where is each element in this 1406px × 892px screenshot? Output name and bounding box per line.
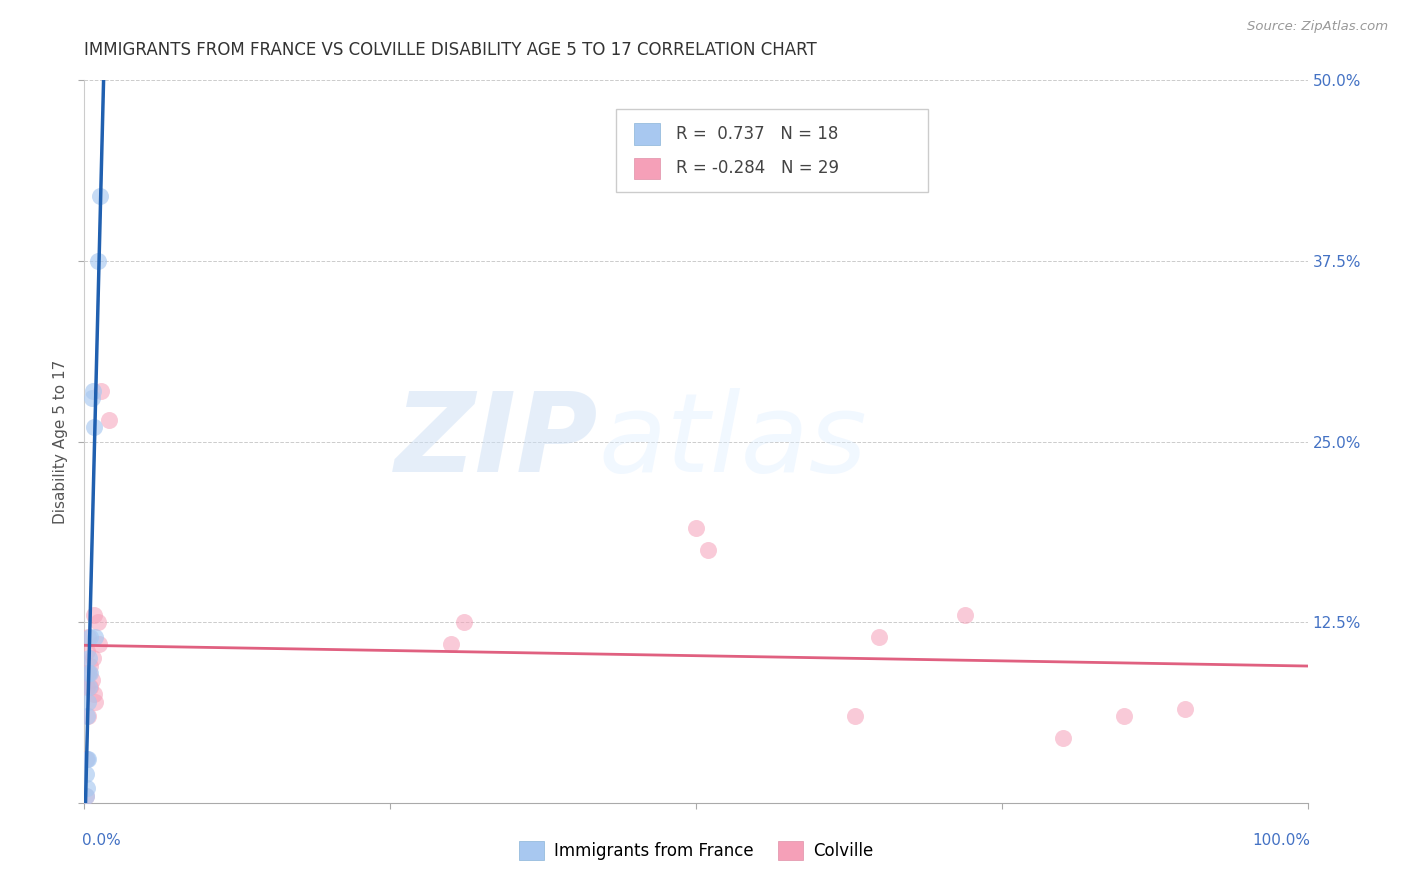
Point [76,680,98,694]
Point [79,665,101,680]
Text: IMMIGRANTS FROM FRANCE VS COLVILLE DISABILITY AGE 5 TO 17 CORRELATION CHART: IMMIGRANTS FROM FRANCE VS COLVILLE DISAB… [84,41,817,59]
Point [76,644,98,658]
Point [89,189,111,203]
Point [83,687,105,701]
Point [80,391,103,405]
Point [79,680,101,694]
Point [685,521,707,535]
Point [75,789,97,803]
Point [440,637,463,651]
Point [844,709,866,723]
Text: 100.0%: 100.0% [1253,833,1310,848]
FancyBboxPatch shape [634,123,661,145]
Point [77,665,100,680]
Point [80,673,103,687]
Point [77,709,100,723]
Point [953,607,976,622]
Point [75,789,97,803]
Point [697,542,720,557]
Point [83,420,105,434]
Point [83,607,105,622]
Point [77,630,100,644]
Text: 0.0%: 0.0% [82,833,121,848]
Point [97,413,120,427]
Point [75,752,97,766]
Legend: Immigrants from France, Colville: Immigrants from France, Colville [512,835,880,867]
Point [90,384,112,398]
Point [76,781,98,796]
Point [1052,731,1074,745]
Point [453,615,475,630]
Point [77,752,100,766]
Y-axis label: Disability Age 5 to 17: Disability Age 5 to 17 [52,359,67,524]
FancyBboxPatch shape [634,158,661,179]
Point [84,630,107,644]
Point [84,695,107,709]
Point [75,767,97,781]
Point [79,630,101,644]
Point [77,680,100,694]
Point [82,384,104,398]
Point [87,615,110,630]
Point [77,695,100,709]
Point [1174,702,1197,716]
Point [869,630,891,644]
Point [82,651,104,665]
Text: R =  0.737   N = 18: R = 0.737 N = 18 [676,125,839,143]
Point [77,651,100,665]
Point [77,665,100,680]
Text: R = -0.284   N = 29: R = -0.284 N = 29 [676,160,839,178]
Point [87,253,110,268]
FancyBboxPatch shape [616,109,928,193]
Text: Source: ZipAtlas.com: Source: ZipAtlas.com [1247,20,1388,33]
Point [76,709,98,723]
Point [75,665,97,680]
Text: atlas: atlas [598,388,866,495]
Text: ZIP: ZIP [395,388,598,495]
Point [1114,709,1136,723]
Point [79,658,101,673]
Point [76,752,98,766]
Point [87,637,110,651]
